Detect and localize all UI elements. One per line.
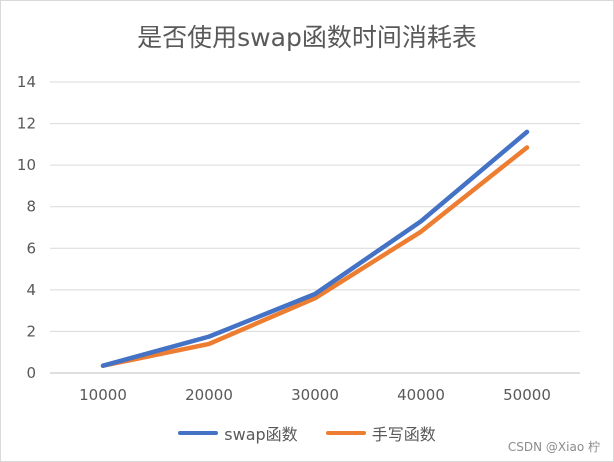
legend-swatch-handwritten <box>325 431 366 435</box>
series-lines <box>100 129 530 368</box>
y-tick-label: 8 <box>26 198 36 216</box>
legend: swap函数 手写函数 <box>0 421 614 445</box>
y-tick-label: 14 <box>17 73 36 91</box>
x-tick-label: 40000 <box>397 386 445 404</box>
gridlines <box>50 81 580 374</box>
y-tick-label: 0 <box>26 364 36 382</box>
x-tick-label: 30000 <box>291 386 339 404</box>
y-tick-label: 4 <box>26 281 36 299</box>
legend-swatch-swap <box>178 431 219 435</box>
x-axis-ticks: 10000 20000 30000 40000 50000 <box>79 386 551 404</box>
x-tick-label: 20000 <box>185 386 233 404</box>
series-line-swap <box>100 129 530 368</box>
legend-item-handwritten: 手写函数 <box>325 421 436 445</box>
watermark: CSDN @Xiao 柠 <box>507 440 600 454</box>
legend-label-handwritten: 手写函数 <box>371 425 436 444</box>
y-axis-ticks: 0 2 4 6 8 10 12 14 <box>17 73 36 382</box>
y-tick-label: 12 <box>17 115 36 133</box>
legend-item-swap: swap函数 <box>178 421 298 445</box>
x-tick-label: 50000 <box>503 386 551 404</box>
chart-title: 是否使用swap函数时间消耗表 <box>137 23 477 52</box>
legend-label-swap: swap函数 <box>224 425 298 444</box>
series-line-handwritten <box>100 145 530 368</box>
y-tick-label: 6 <box>26 239 36 257</box>
x-tick-label: 10000 <box>79 386 127 404</box>
y-tick-label: 10 <box>17 156 36 174</box>
y-tick-label: 2 <box>26 322 36 340</box>
